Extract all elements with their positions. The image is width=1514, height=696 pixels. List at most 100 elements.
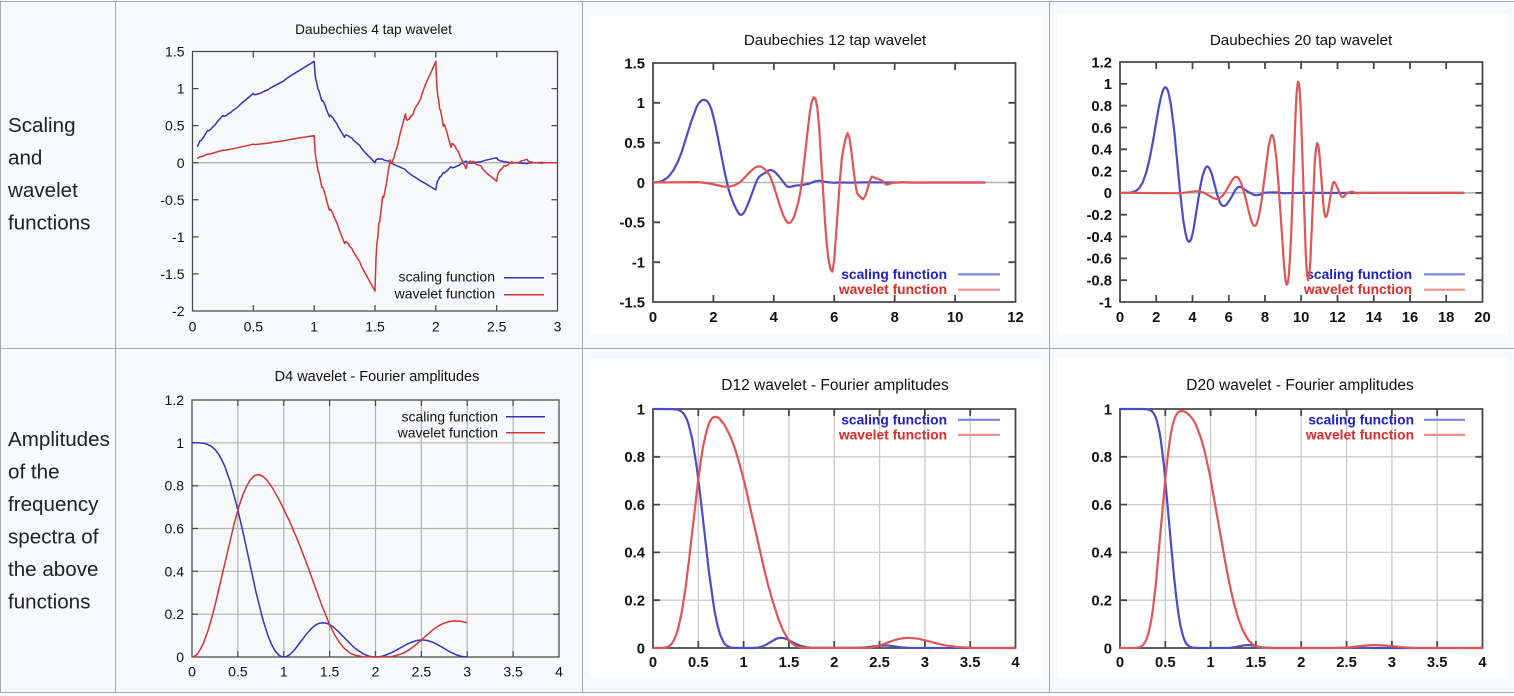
svg-text:0.4: 0.4: [1091, 546, 1112, 562]
svg-text:wavelet function: wavelet function: [1305, 427, 1414, 442]
svg-text:-0.2: -0.2: [1087, 208, 1113, 224]
svg-text:scaling function: scaling function: [401, 409, 498, 425]
svg-text:2: 2: [1152, 310, 1160, 326]
svg-text:0.4: 0.4: [1091, 143, 1112, 159]
svg-text:2: 2: [1297, 655, 1305, 671]
svg-text:frequency: frequency: [8, 493, 99, 516]
svg-text:wavelet function: wavelet function: [1303, 282, 1412, 297]
svg-text:0.2: 0.2: [1091, 594, 1112, 610]
svg-text:-0.6: -0.6: [1087, 252, 1113, 268]
svg-text:-0.5: -0.5: [160, 192, 184, 208]
svg-text:0.5: 0.5: [1155, 655, 1176, 671]
svg-text:0: 0: [1104, 641, 1112, 657]
svg-text:scaling function: scaling function: [841, 413, 947, 428]
svg-text:12: 12: [1329, 310, 1345, 326]
svg-text:0.8: 0.8: [1091, 450, 1112, 466]
svg-text:4: 4: [1478, 655, 1487, 671]
svg-text:0: 0: [649, 655, 657, 671]
svg-text:and: and: [8, 147, 42, 170]
svg-text:D20 wavelet - Fourier amplitud: D20 wavelet - Fourier amplitudes: [1186, 377, 1414, 394]
svg-text:1: 1: [637, 402, 645, 418]
svg-text:0: 0: [1116, 655, 1124, 671]
svg-text:0: 0: [188, 664, 196, 680]
svg-text:Amplitudes: Amplitudes: [8, 428, 110, 451]
svg-text:wavelet: wavelet: [7, 179, 78, 202]
svg-text:0.5: 0.5: [244, 319, 264, 335]
svg-text:0: 0: [649, 310, 657, 326]
svg-text:scaling function: scaling function: [1308, 413, 1414, 428]
svg-text:0.2: 0.2: [165, 606, 185, 622]
svg-text:D12 wavelet - Fourier amplitud: D12 wavelet - Fourier amplitudes: [721, 377, 949, 394]
svg-text:1: 1: [177, 81, 185, 97]
svg-text:2: 2: [830, 655, 838, 671]
svg-text:1.5: 1.5: [165, 44, 185, 60]
svg-text:0.4: 0.4: [624, 546, 645, 562]
svg-text:functions: functions: [8, 591, 90, 614]
svg-text:0.2: 0.2: [624, 594, 645, 610]
svg-text:2.5: 2.5: [1336, 655, 1357, 671]
svg-text:-1: -1: [632, 256, 645, 272]
svg-text:1.5: 1.5: [320, 664, 340, 680]
svg-text:spectra of: spectra of: [8, 526, 99, 549]
svg-text:10: 10: [1293, 310, 1309, 326]
svg-text:Daubechies 12 tap wavelet: Daubechies 12 tap wavelet: [744, 32, 927, 49]
svg-text:6: 6: [830, 310, 838, 326]
svg-text:functions: functions: [8, 212, 90, 235]
svg-text:4: 4: [770, 310, 779, 326]
svg-text:wavelet function: wavelet function: [838, 427, 947, 442]
svg-text:16: 16: [1402, 310, 1418, 326]
svg-text:1: 1: [1104, 77, 1112, 93]
svg-text:-1: -1: [1099, 295, 1112, 311]
svg-text:0.8: 0.8: [1091, 99, 1112, 115]
svg-text:0.8: 0.8: [624, 450, 645, 466]
svg-text:0: 0: [637, 641, 645, 657]
svg-text:10: 10: [947, 310, 963, 326]
svg-text:3: 3: [921, 655, 929, 671]
svg-text:0.6: 0.6: [1091, 498, 1112, 514]
svg-text:1: 1: [1206, 655, 1214, 671]
svg-text:1: 1: [280, 664, 288, 680]
svg-text:2: 2: [709, 310, 717, 326]
svg-text:3.5: 3.5: [960, 655, 981, 671]
svg-text:3.5: 3.5: [1427, 655, 1448, 671]
svg-text:0.6: 0.6: [624, 498, 645, 514]
svg-text:-0.8: -0.8: [1087, 274, 1113, 290]
svg-text:-1.5: -1.5: [620, 295, 646, 311]
svg-text:3: 3: [1388, 655, 1396, 671]
svg-text:-1.5: -1.5: [160, 266, 184, 282]
svg-text:wavelet function: wavelet function: [397, 425, 498, 441]
svg-text:18: 18: [1438, 310, 1454, 326]
svg-text:4: 4: [1011, 655, 1020, 671]
svg-text:scaling function: scaling function: [1306, 267, 1412, 282]
svg-text:2.5: 2.5: [412, 664, 432, 680]
svg-text:0.5: 0.5: [165, 118, 185, 134]
svg-text:0.5: 0.5: [688, 655, 709, 671]
svg-text:4: 4: [555, 664, 563, 680]
svg-text:-0.5: -0.5: [620, 216, 646, 232]
svg-text:2: 2: [372, 664, 380, 680]
svg-text:1: 1: [1104, 402, 1112, 418]
svg-text:6: 6: [1225, 310, 1233, 326]
svg-text:8: 8: [891, 310, 899, 326]
svg-text:8: 8: [1261, 310, 1269, 326]
svg-text:-1: -1: [172, 229, 185, 245]
svg-text:1: 1: [637, 96, 645, 112]
svg-text:1.2: 1.2: [1091, 55, 1112, 71]
svg-text:Daubechies 20 tap wavelet: Daubechies 20 tap wavelet: [1210, 32, 1393, 49]
svg-text:0: 0: [176, 649, 184, 665]
svg-text:-2: -2: [172, 303, 185, 319]
svg-text:0.4: 0.4: [165, 563, 185, 579]
svg-text:0.5: 0.5: [228, 664, 248, 680]
svg-text:1.2: 1.2: [165, 392, 185, 408]
svg-text:scaling function: scaling function: [398, 269, 495, 285]
svg-text:20: 20: [1474, 310, 1490, 326]
svg-text:4: 4: [1188, 310, 1197, 326]
svg-text:1: 1: [310, 319, 318, 335]
svg-text:3: 3: [463, 664, 471, 680]
svg-text:1: 1: [739, 655, 747, 671]
svg-text:0.2: 0.2: [1091, 164, 1112, 180]
svg-text:14: 14: [1366, 310, 1383, 326]
svg-text:0: 0: [177, 155, 185, 171]
svg-text:0.8: 0.8: [165, 478, 185, 494]
svg-text:Scaling: Scaling: [8, 114, 76, 137]
